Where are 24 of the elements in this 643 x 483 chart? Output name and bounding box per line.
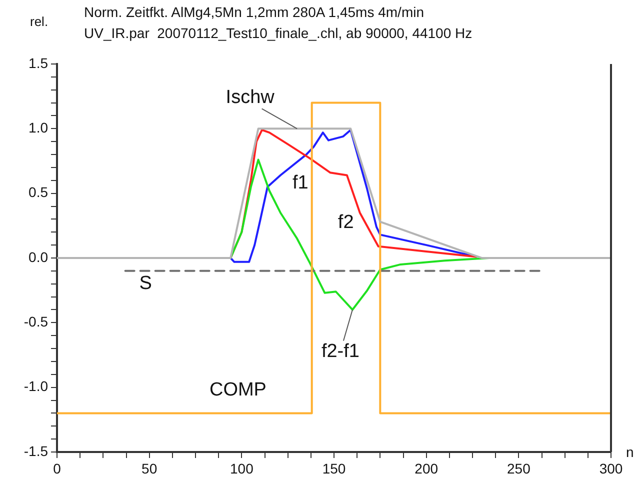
- x-tick-label: 300: [599, 460, 623, 476]
- text: UV_IR.par 20070112_Test10_finale_.chl, ab 90000, 44100 Hz: [84, 25, 472, 41]
- annotation: f1: [292, 172, 308, 194]
- text: Norm. Zeitfkt. AlMg4,5Mn 1,2mm 280A 1,45ms 4m/min: [84, 4, 424, 20]
- annotation: f2-f1: [321, 340, 360, 362]
- annotation: Ischw: [226, 86, 275, 108]
- x-tick-label: 250: [506, 460, 531, 476]
- x-tick-label: 150: [322, 460, 346, 476]
- x-tick-label: 0: [53, 460, 62, 476]
- x-tick-label: 100: [230, 460, 254, 476]
- x-tick-label: 200: [414, 460, 438, 476]
- annotation: S: [139, 273, 152, 294]
- y-tick-label: -1.5: [24, 442, 48, 459]
- y-tick-label: -1.0: [24, 378, 48, 394]
- y-tick-label: 0.5: [28, 184, 48, 200]
- x-axis-title: n: [626, 444, 634, 460]
- y-axis-title: rel.: [30, 14, 48, 29]
- x-tick-label: 50: [142, 460, 158, 476]
- y-tick-label: 0.0: [28, 248, 48, 265]
- annotation: f2: [338, 212, 354, 233]
- y-tick-label: 1.5: [28, 54, 48, 71]
- y-tick-label: 1.0: [28, 120, 48, 136]
- y-tick-label: -0.5: [24, 314, 48, 330]
- annotation: COMP: [209, 379, 266, 400]
